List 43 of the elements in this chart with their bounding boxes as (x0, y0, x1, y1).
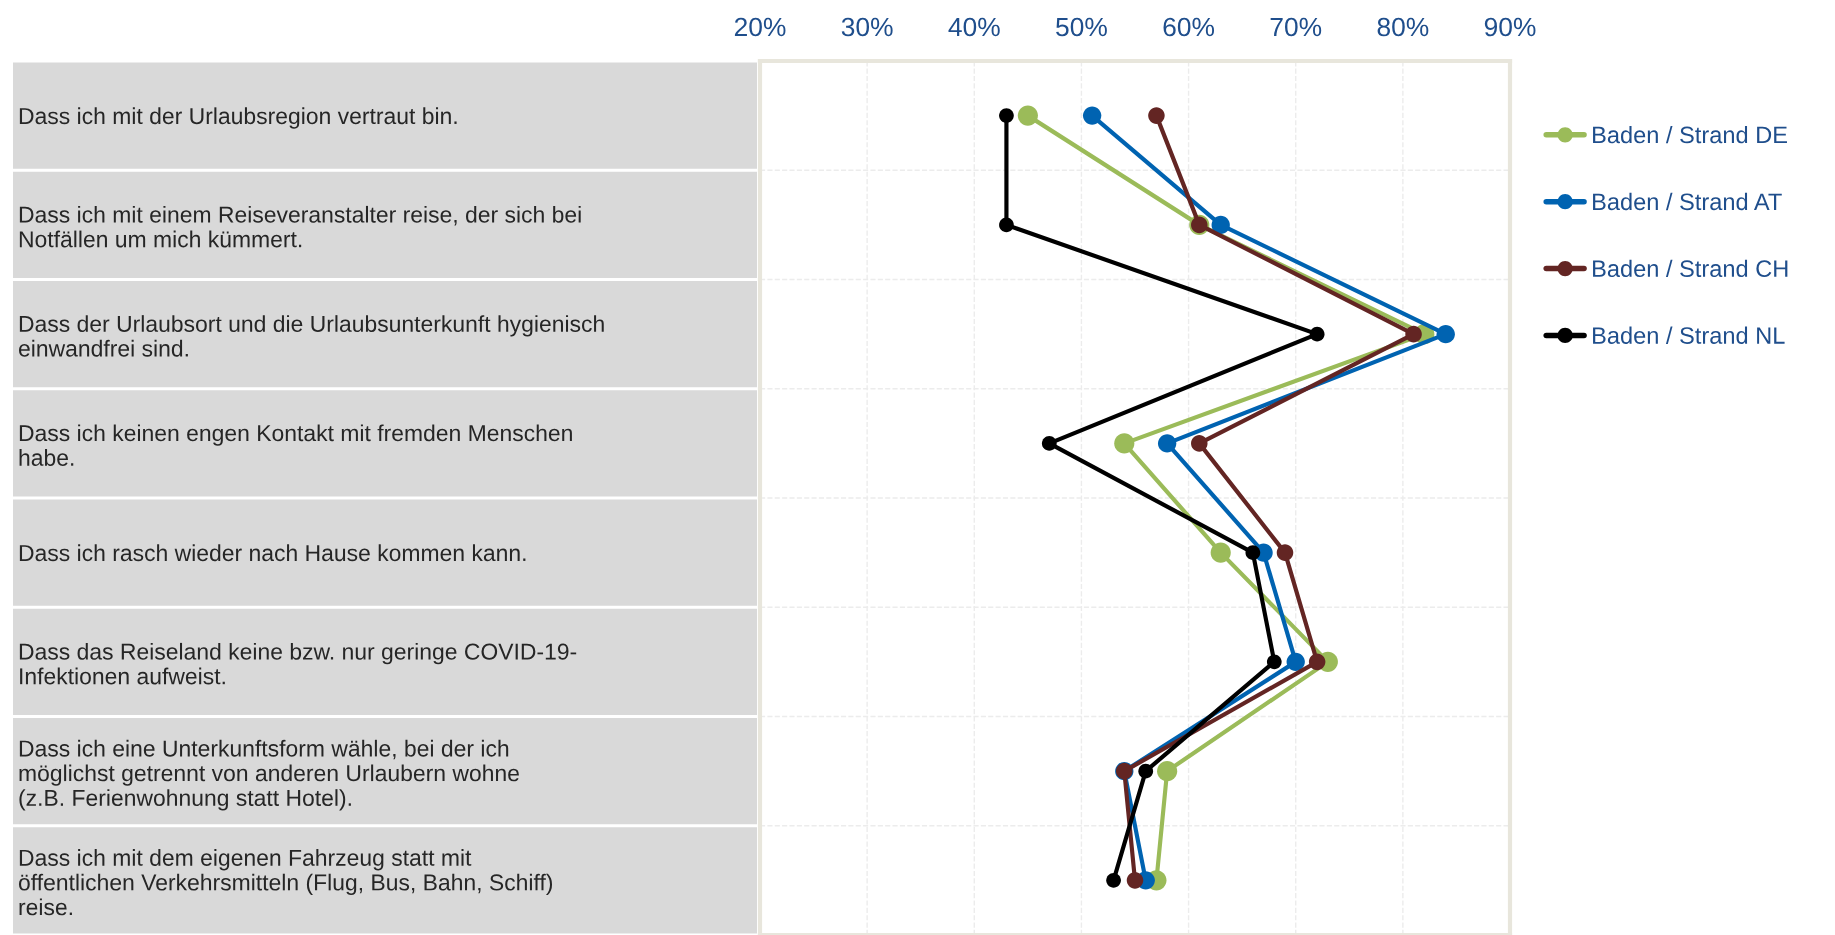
x-tick-label: 20% (734, 17, 786, 37)
point (1286, 652, 1305, 672)
point (1211, 215, 1230, 235)
point (1210, 542, 1231, 563)
x-tick-label: 50% (1056, 17, 1107, 37)
point (1148, 107, 1165, 124)
y-tick-label: Dass ich mit der Urlaubsregion vertraut bin. (19, 107, 457, 129)
y-tick-label: Dass der Urlaubsort und die Urlaubsunterkunft hygienisch einwandfrei sind. (18, 315, 604, 357)
point (1082, 106, 1102, 125)
legend-label: Baden / Strand AT (1593, 192, 1782, 211)
x-tick-label: 70% (1270, 17, 1322, 37)
point (1308, 653, 1326, 671)
x-tick-label: 90% (1484, 17, 1536, 37)
y-tick-label: Dass ich mit dem eigenen Fahrzeug statt mit öffentlichen Verkehrsmitteln (Flug, Bus, Bahn, Schiff) reise. (18, 849, 553, 916)
x-tick-label: 40% (948, 17, 1000, 37)
point (1106, 873, 1121, 888)
point (1041, 436, 1057, 451)
point (1276, 544, 1294, 561)
y-tick-label: Dass ich rasch wieder nach Hause kommen kann. (19, 544, 526, 562)
point (1157, 434, 1177, 453)
point (1436, 324, 1455, 344)
point (999, 217, 1014, 233)
point (999, 108, 1014, 123)
point (1191, 435, 1208, 452)
y-tick-label: Dass ich mit einem Reiseveranstalter reise, der sich bei Notfällen um mich kümmert. (19, 205, 581, 248)
point (1405, 325, 1422, 343)
point (1245, 545, 1261, 560)
point (1309, 326, 1325, 342)
x-tick-label: 30% (841, 17, 893, 37)
point (1266, 654, 1282, 670)
point (1126, 872, 1144, 889)
y-tick-label: Dass das Reiseland keine bzw. nur geringe COVID-19- Infektionen aufweist. (19, 642, 577, 685)
point (1017, 105, 1038, 126)
y-tick-label: Dass ich keinen engen Kontakt mit fremden Menschen habe. (19, 424, 572, 466)
legend-label: Baden / Strand NL (1593, 326, 1785, 344)
point (1138, 763, 1154, 779)
y-tick-label: Dass ich eine Unterkunftsform wähle, bei der ich möglichst getrennt von anderen Urlaubern wohne (z.B. Ferienwohnung statt Hotel). (19, 739, 519, 811)
legend-label: Baden / Strand DE (1593, 125, 1787, 144)
point (1114, 433, 1135, 454)
x-tick-label: 60% (1163, 17, 1215, 37)
x-tick-label: 80% (1377, 17, 1429, 37)
point (1157, 761, 1178, 782)
legend-label: Baden / Strand CH (1593, 259, 1788, 278)
